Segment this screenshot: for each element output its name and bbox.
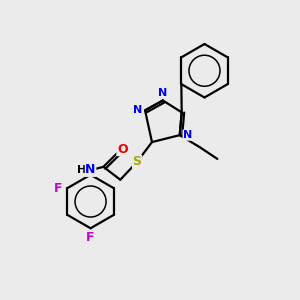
Text: H: H — [77, 165, 86, 175]
Text: N: N — [183, 130, 192, 140]
Text: F: F — [54, 182, 63, 195]
Text: S: S — [133, 155, 142, 168]
Text: N: N — [134, 105, 143, 116]
Text: O: O — [117, 142, 128, 155]
Text: N: N — [85, 163, 96, 176]
Text: N: N — [158, 88, 167, 98]
Text: F: F — [86, 231, 95, 244]
